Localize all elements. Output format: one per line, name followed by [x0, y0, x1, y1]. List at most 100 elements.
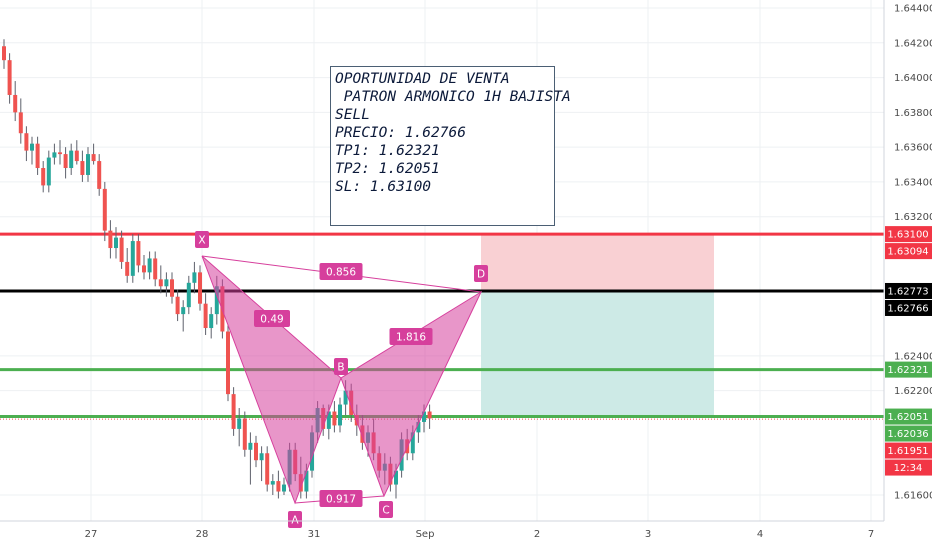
candle-body — [226, 331, 230, 395]
candle[interactable] — [259, 446, 264, 482]
time-tick-label: 3 — [645, 529, 651, 540]
candle[interactable] — [226, 324, 230, 402]
candle[interactable] — [198, 265, 202, 311]
candle[interactable] — [181, 300, 186, 332]
candle[interactable] — [203, 293, 208, 335]
candle[interactable] — [41, 161, 46, 193]
pattern-ratio-label[interactable]: 0.49 — [254, 310, 290, 327]
ratio-label-box — [319, 490, 363, 507]
candle[interactable] — [125, 248, 130, 283]
candle[interactable] — [164, 272, 169, 297]
candle[interactable] — [158, 265, 163, 294]
candle[interactable] — [114, 227, 118, 259]
candle[interactable] — [102, 181, 107, 242]
candle[interactable] — [147, 251, 152, 280]
price-tag[interactable]: 1.62036 — [885, 425, 932, 442]
pattern-ratio-label[interactable]: 0.856 — [319, 263, 363, 280]
price-tag[interactable]: 1.62051 — [885, 408, 932, 425]
time-axis[interactable]: 27 28 31 Sep 2 3 4 7 — [85, 529, 875, 540]
candle[interactable] — [276, 470, 281, 499]
price-tick-label: 1.62200 — [894, 386, 932, 397]
candle[interactable] — [332, 401, 337, 433]
pattern-point-x[interactable]: X — [195, 231, 209, 248]
price-tag[interactable]: 1.63100 — [885, 226, 932, 243]
candle[interactable] — [30, 136, 34, 165]
candle[interactable] — [265, 446, 270, 492]
point-label-box — [474, 265, 488, 282]
price-tag[interactable]: 1.62321 — [885, 361, 932, 378]
price-tag[interactable]: 1.61951 — [885, 442, 932, 459]
candle[interactable] — [237, 408, 242, 447]
candle-body — [147, 258, 152, 273]
note-line: SL: 1.63100 — [335, 179, 432, 195]
candle[interactable] — [63, 147, 68, 179]
candle[interactable] — [175, 289, 180, 322]
take-profit-zone[interactable] — [481, 290, 714, 417]
candle-body — [242, 418, 247, 450]
candle[interactable] — [270, 474, 275, 495]
time-tick-label: 27 — [85, 529, 98, 540]
point-label-text: C — [382, 505, 389, 517]
candle[interactable] — [119, 230, 124, 269]
candle-body — [248, 442, 253, 450]
candle[interactable] — [130, 234, 135, 283]
candle[interactable] — [46, 150, 51, 193]
candle[interactable] — [338, 397, 342, 433]
candle[interactable] — [7, 53, 12, 104]
pattern-point-c[interactable]: C — [379, 501, 393, 518]
candle-body — [192, 272, 197, 283]
candle[interactable] — [2, 39, 6, 69]
pattern-point-b[interactable]: B — [334, 358, 348, 375]
candle[interactable] — [192, 261, 197, 294]
candle[interactable] — [69, 143, 74, 175]
candle-body — [69, 150, 74, 169]
time-tick-label: 31 — [308, 529, 321, 540]
candle[interactable] — [24, 126, 29, 162]
candle[interactable] — [58, 140, 62, 165]
candle[interactable] — [282, 477, 286, 495]
candle-body — [119, 237, 124, 262]
price-tag[interactable]: 1.62773 — [885, 282, 932, 299]
ratio-label-box — [254, 310, 290, 327]
candle[interactable] — [427, 404, 432, 429]
price-tag[interactable]: 1.62766 — [885, 299, 932, 316]
note-line: OPORTUNIDAD DE VENTA — [335, 71, 510, 87]
candle[interactable] — [13, 81, 18, 122]
candle[interactable] — [142, 254, 146, 280]
candle-body — [282, 484, 286, 492]
candle[interactable] — [35, 136, 40, 175]
candle[interactable] — [209, 307, 214, 339]
candle[interactable] — [52, 143, 57, 165]
candle[interactable] — [86, 147, 90, 182]
price-tick-label: 1.64200 — [894, 38, 932, 49]
trade-note[interactable]: OPORTUNIDAD DE VENTA PATRON ARMONICO 1H … — [330, 66, 571, 226]
price-tag[interactable]: 12:34 — [885, 459, 932, 476]
candle[interactable] — [136, 234, 141, 273]
candle[interactable] — [91, 143, 96, 165]
candle[interactable] — [80, 150, 85, 182]
candle[interactable] — [242, 411, 247, 457]
price-tag-box — [885, 282, 932, 299]
stop-loss-zone[interactable] — [481, 234, 714, 291]
candle[interactable] — [74, 140, 79, 165]
pattern-triangle-xab — [201, 255, 342, 505]
pattern-ratio-label[interactable]: 1.816 — [389, 328, 433, 345]
candle[interactable] — [97, 154, 102, 196]
candle[interactable] — [186, 275, 191, 315]
candle[interactable] — [153, 251, 158, 287]
candle[interactable] — [108, 220, 113, 259]
pattern-point-d[interactable]: D — [474, 265, 488, 282]
candle[interactable] — [248, 432, 253, 485]
candle[interactable] — [231, 387, 236, 436]
candle[interactable] — [254, 435, 258, 468]
candle-body — [13, 94, 18, 113]
price-tag[interactable]: 1.63094 — [885, 243, 932, 260]
candle[interactable] — [18, 98, 23, 144]
point-label-text: B — [337, 362, 344, 374]
candle-body — [35, 143, 40, 169]
pattern-point-a[interactable]: A — [288, 511, 302, 528]
price-axis[interactable]: 1.64400 1.64200 1.64000 1.63800 1.63600 1.634… — [894, 4, 932, 502]
pattern-ratio-label[interactable]: 0.917 — [319, 490, 363, 507]
candle[interactable] — [170, 272, 174, 304]
